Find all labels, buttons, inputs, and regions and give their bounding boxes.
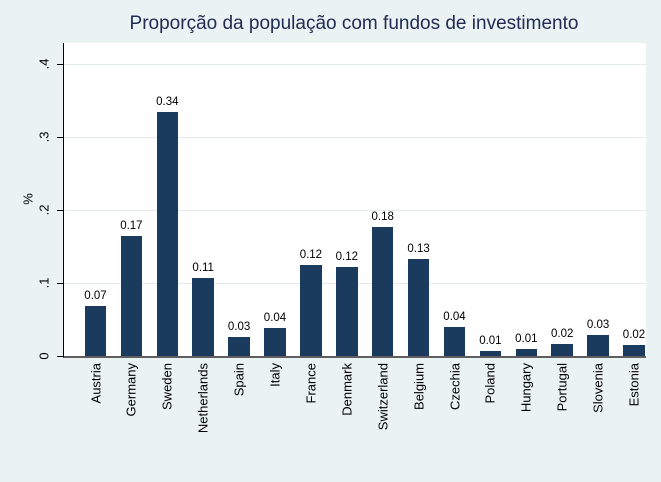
gridline: [64, 137, 646, 138]
x-tick-label: Denmark: [339, 363, 355, 416]
bar-value-label: 0.02: [622, 329, 646, 341]
bar-value-label: 0.12: [299, 249, 323, 261]
y-tick-label: .3: [36, 131, 52, 143]
bar: [515, 349, 538, 356]
bar-value-label: 0.07: [84, 290, 107, 302]
bar-value-label: 0.17: [120, 220, 143, 232]
bar: [228, 337, 250, 356]
x-tick-label: Slovenia: [590, 363, 606, 413]
bar-value-label: 0.18: [371, 211, 394, 223]
bar: [407, 259, 430, 356]
x-tick-label: Estonia: [626, 363, 642, 407]
x-tick-label: Belgium: [411, 363, 427, 410]
x-tick-label: Netherlands: [195, 363, 211, 434]
x-tick-label: Austria: [88, 363, 103, 404]
x-tick-label: Poland: [482, 363, 498, 404]
gridline: [64, 64, 646, 65]
x-tick-label: Sweden: [159, 363, 175, 410]
y-tick: [57, 64, 63, 65]
bar: [551, 344, 573, 356]
x-tick-label: Portugal: [554, 363, 570, 412]
y-tick: [57, 283, 63, 284]
bar: [264, 328, 286, 356]
bar: [443, 327, 466, 356]
x-tick-label: Czechia: [447, 363, 462, 410]
bar-value-label: 0.01: [515, 333, 538, 345]
bar: [623, 345, 645, 356]
bar: [192, 278, 214, 356]
y-axis-label: %: [20, 193, 36, 205]
bar: [336, 267, 358, 356]
gridline: [64, 210, 646, 211]
bar: [479, 351, 502, 356]
x-tick-label: France: [303, 363, 319, 404]
bar-value-label: 0.01: [479, 335, 502, 347]
bar-value-label: 0.03: [227, 321, 251, 333]
bar-value-label: 0.12: [335, 251, 358, 263]
y-tick-label: 0: [36, 352, 52, 360]
bar: [587, 335, 609, 356]
chart-title: Proporção da população com fundos de inv…: [129, 13, 579, 34]
y-tick: [57, 356, 63, 357]
bar: [300, 265, 322, 356]
bar-value-label: 0.34: [156, 96, 179, 108]
x-tick-label: Germany: [123, 363, 139, 417]
bar: [156, 112, 179, 356]
bar-value-label: 0.02: [550, 328, 574, 340]
plot-area: 0.07 0.17 0.34 0.11 0.03 0.04 0.12 0.12 0.18 0.13…: [63, 43, 646, 358]
bar-value-label: 0.13: [407, 243, 430, 255]
y-tick: [57, 137, 63, 138]
bar-value-label: 0.04: [263, 312, 287, 324]
y-tick: [57, 210, 63, 211]
bar-value-label: 0.03: [586, 319, 610, 331]
bar: [371, 227, 394, 356]
x-tick-label: Italy: [267, 363, 283, 387]
bar-value-label: 0.11: [192, 262, 214, 274]
bar-value-label: 0.04: [443, 311, 466, 323]
x-tick-label: Hungary: [518, 363, 534, 413]
x-tick-label: Switzerland: [375, 363, 391, 431]
y-tick-label: .1: [36, 277, 52, 289]
bar: [120, 236, 143, 356]
y-tick-label: .4: [36, 58, 52, 70]
y-tick-label: .2: [36, 204, 52, 216]
bar: [84, 306, 107, 356]
x-tick-label: Spain: [231, 363, 247, 397]
